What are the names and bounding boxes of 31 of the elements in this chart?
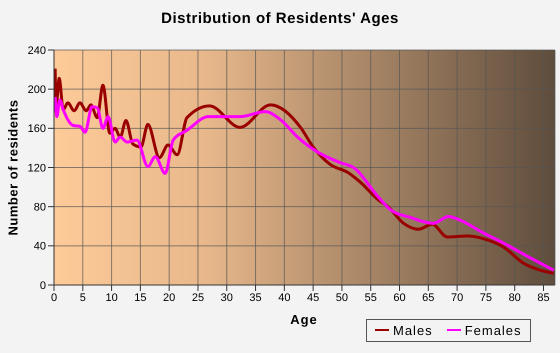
x-tick-label: 85 <box>537 292 550 304</box>
y-tick-label: 200 <box>28 84 46 96</box>
x-tick-label: 35 <box>249 292 262 304</box>
x-tick-label: 75 <box>480 292 492 304</box>
x-tick-label: 65 <box>422 292 434 304</box>
x-tick-label: 45 <box>307 292 320 304</box>
legend-label: Males <box>392 322 433 338</box>
x-tick-label: 5 <box>80 292 86 304</box>
y-tick-label: 240 <box>28 44 46 57</box>
x-tick-label: 50 <box>336 292 348 304</box>
y-tick-label: 160 <box>28 123 46 136</box>
y-tick-label: 120 <box>28 162 46 174</box>
chart-title: Distribution of Residents' Ages <box>160 10 400 27</box>
y-tick-label: 40 <box>34 240 46 253</box>
y-tick-label: 0 <box>40 280 46 292</box>
x-tick-label: 25 <box>192 292 204 304</box>
x-tick-label: 40 <box>278 292 290 304</box>
x-tick-label: 10 <box>105 292 118 304</box>
x-axis-title: Age <box>290 312 318 327</box>
x-tick-label: 80 <box>508 292 521 304</box>
x-tick-label: 0 <box>50 292 58 304</box>
line-series <box>54 96 555 272</box>
x-tick-label: 70 <box>450 292 464 304</box>
y-axis-title: Number of residents <box>6 100 21 236</box>
x-tick-label: 30 <box>220 292 233 304</box>
legend-label: Females <box>464 322 522 338</box>
x-tick-label: 55 <box>364 292 377 304</box>
y-tick-label: 80 <box>34 202 46 214</box>
x-tick-label: 15 <box>134 292 147 304</box>
x-tick-label: 20 <box>163 292 176 304</box>
x-tick-label: 60 <box>393 292 406 304</box>
